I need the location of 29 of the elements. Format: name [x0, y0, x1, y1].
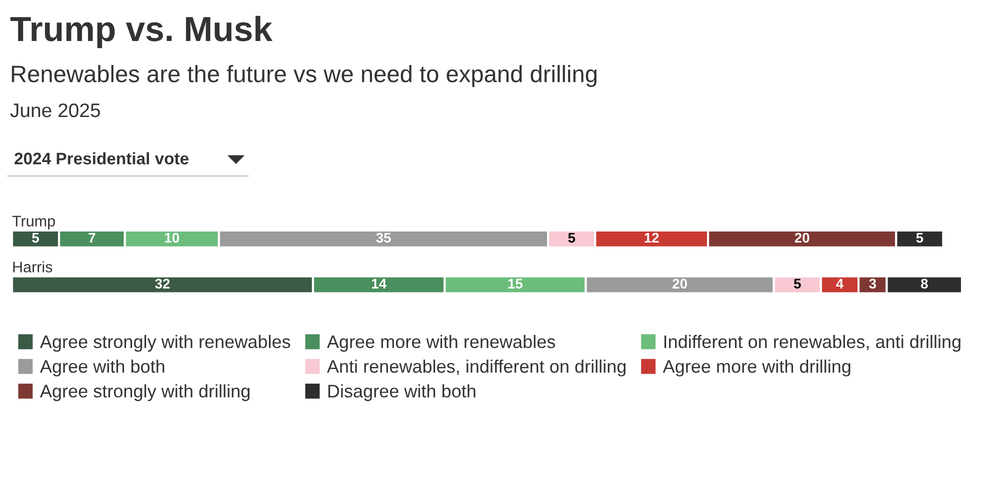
- data-label: 5: [32, 233, 39, 243]
- data-label: 5: [794, 278, 801, 289]
- legend-label: Agree strongly with renewables: [40, 334, 290, 352]
- data-label: 8: [920, 278, 928, 289]
- data-label: 10: [165, 232, 180, 243]
- data-label: 3: [869, 278, 876, 289]
- legend-label: Agree more with renewables: [326, 334, 556, 352]
- legend-label: Agree strongly with drilling: [40, 384, 250, 402]
- data-label: 7: [88, 233, 96, 243]
- y-tick-label: Harris: [13, 261, 52, 272]
- data-label: 20: [794, 232, 810, 243]
- chart-title: Trump vs. Musk: [10, 16, 272, 48]
- data-label: 15: [508, 278, 523, 289]
- legend-label: Disagree with both: [328, 384, 476, 402]
- y-tick-label: Trump: [12, 216, 55, 230]
- text: 2024 Presidential vote: [14, 152, 189, 164]
- legend-label: Agree more with drilling: [662, 360, 850, 376]
- data-label: 35: [376, 232, 391, 243]
- data-label: 20: [672, 278, 687, 289]
- data-label: 14: [372, 278, 386, 288]
- data-label: 5: [916, 233, 924, 243]
- legend-label: Agree with both: [40, 360, 164, 376]
- chart-subtitle: Renewables are the future vs we need to expand drilling June 2025: [10, 64, 596, 118]
- data-label: 12: [644, 232, 659, 243]
- data-label: 5: [568, 233, 576, 243]
- data-label: 4: [836, 278, 844, 288]
- data-label: 32: [155, 278, 170, 289]
- legend-label: Indifferent on renewables, anti drilling: [664, 334, 960, 352]
- legend-label: Anti renewables, indifferent on drilling: [326, 360, 626, 376]
